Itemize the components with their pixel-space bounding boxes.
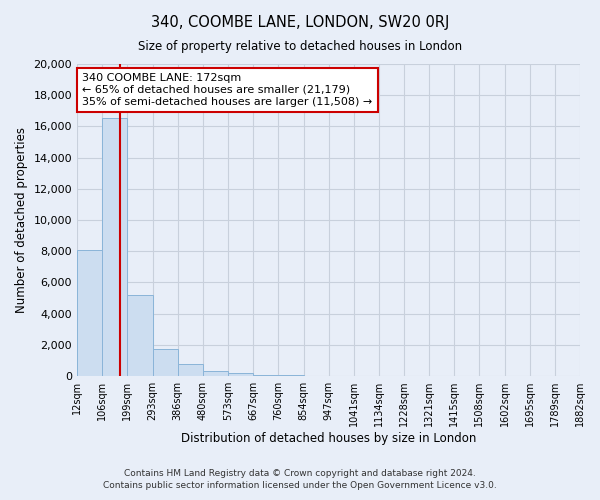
Bar: [127, 295, 152, 376]
Text: 340, COOMBE LANE, LONDON, SW20 0RJ: 340, COOMBE LANE, LONDON, SW20 0RJ: [151, 15, 449, 30]
Text: 340 COOMBE LANE: 172sqm
← 65% of detached houses are smaller (21,179)
35% of sem: 340 COOMBE LANE: 172sqm ← 65% of detache…: [82, 74, 373, 106]
Bar: [278, 375, 304, 376]
Bar: [77, 250, 103, 376]
Bar: [178, 364, 203, 376]
X-axis label: Distribution of detached houses by size in London: Distribution of detached houses by size …: [181, 432, 476, 445]
Y-axis label: Number of detached properties: Number of detached properties: [15, 127, 28, 313]
Bar: [103, 118, 127, 376]
Bar: [152, 349, 178, 376]
Text: Size of property relative to detached houses in London: Size of property relative to detached ho…: [138, 40, 462, 53]
Bar: [228, 373, 253, 376]
Text: Contains HM Land Registry data © Crown copyright and database right 2024.
Contai: Contains HM Land Registry data © Crown c…: [103, 469, 497, 490]
Bar: [203, 372, 228, 376]
Bar: [253, 374, 278, 376]
